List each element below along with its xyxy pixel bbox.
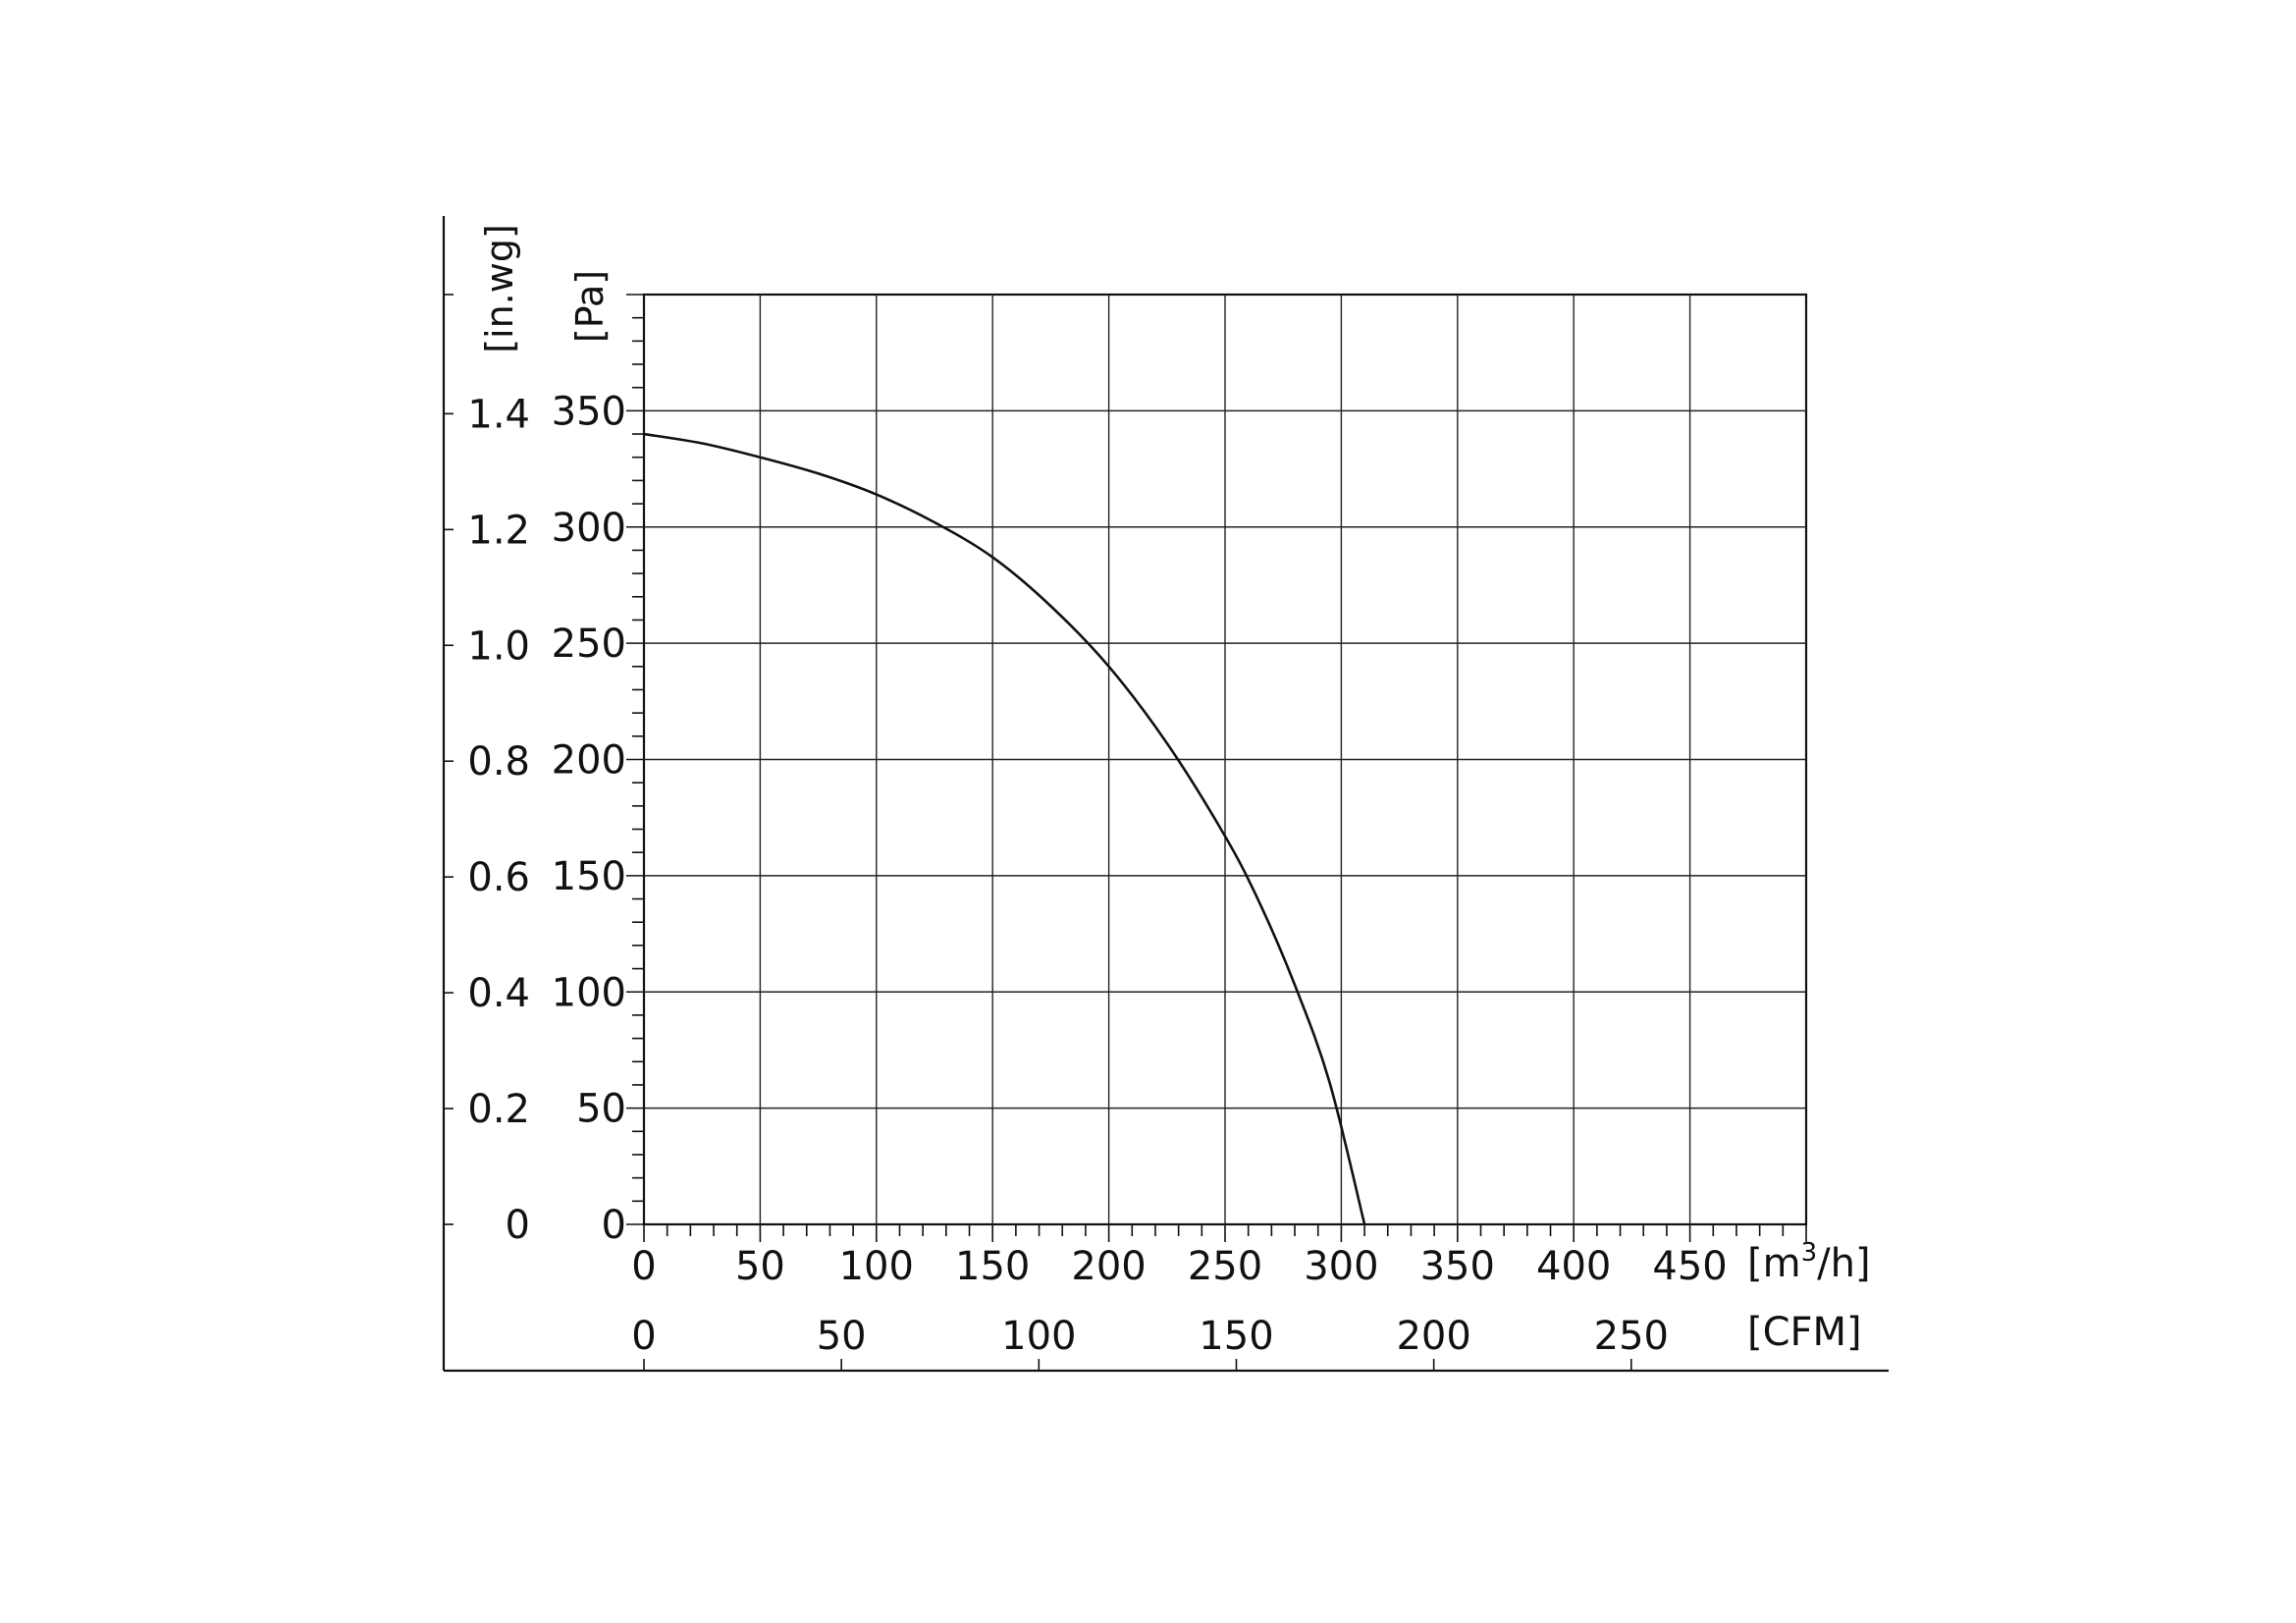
cfm-tick-label: 150	[1199, 1314, 1273, 1359]
inwg-tick-label: 0.6	[467, 855, 530, 900]
y-unit-label-inwg: [in.wg]	[478, 224, 521, 353]
x-tick-label: 0	[631, 1244, 656, 1289]
cfm-tick-label: 250	[1594, 1314, 1669, 1359]
x-tick-label: 200	[1071, 1244, 1146, 1289]
grid	[644, 295, 1806, 1224]
y-tick-label: 350	[552, 389, 626, 434]
fan-curve-line	[643, 432, 1366, 1225]
chart-frame	[442, 216, 1889, 1373]
x-tick-label: 250	[1188, 1244, 1262, 1289]
y-tick-label: 300	[552, 506, 626, 551]
y-unit-label-pa: [Pa]	[568, 270, 612, 343]
y-tick-label: 250	[552, 622, 626, 667]
x-tick-label: 400	[1536, 1244, 1611, 1289]
series-group	[643, 432, 1366, 1225]
inwg-tick-label: 1.4	[467, 392, 530, 437]
inwg-tick-label: 0.8	[467, 739, 530, 784]
cfm-tick-label: 0	[631, 1314, 656, 1359]
x-unit-label-m3h: [m3/h]	[1747, 1238, 1871, 1286]
cfm-tick-label: 200	[1396, 1314, 1470, 1359]
x-tick-label: 150	[955, 1244, 1030, 1289]
x-unit-label-tail: /h]	[1817, 1241, 1870, 1286]
y-tick-label: 150	[552, 854, 626, 899]
x-unit-label-base: [m	[1747, 1241, 1801, 1286]
tick-labels: 0 50 100 150 200 250 300 350 400 450 0 50 100 150 200 2…	[467, 389, 1727, 1359]
cfm-tick-label: 50	[817, 1314, 867, 1359]
y-tick-label: 50	[576, 1087, 626, 1132]
axis-ticks	[444, 294, 1807, 1371]
x-tick-label: 450	[1652, 1244, 1727, 1289]
x-unit-label-cfm: [CFM]	[1747, 1310, 1862, 1355]
inwg-tick-label: 0.2	[467, 1087, 530, 1132]
y-tick-label: 200	[552, 738, 626, 784]
x-tick-label: 300	[1304, 1244, 1378, 1289]
y-tick-label: 100	[552, 970, 626, 1015]
inwg-tick-label: 1.0	[467, 623, 530, 669]
y-tick-label: 0	[602, 1203, 626, 1248]
inwg-tick-label: 0.4	[467, 971, 530, 1016]
inwg-tick-label: 1.2	[467, 508, 530, 553]
x-tick-label: 50	[735, 1244, 785, 1289]
inwg-tick-label: 0	[506, 1203, 530, 1248]
x-unit-label-sup: 3	[1801, 1238, 1818, 1268]
x-tick-label: 350	[1420, 1244, 1495, 1289]
x-tick-label: 100	[839, 1244, 914, 1289]
cfm-tick-label: 100	[1001, 1314, 1076, 1359]
